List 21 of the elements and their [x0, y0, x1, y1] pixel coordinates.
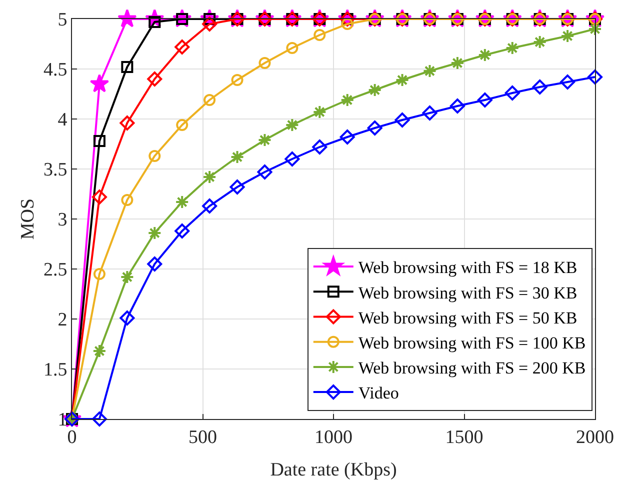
- legend-label: Web browsing with FS = 30 KB: [358, 283, 578, 302]
- y-tick-label: 4.5: [43, 60, 68, 81]
- y-tick-label: 1.5: [43, 360, 68, 381]
- x-axis-title: Date rate (Kbps): [270, 460, 397, 481]
- legend-label: Video: [358, 384, 399, 403]
- x-tick-label: 1500: [445, 426, 484, 448]
- y-tick-label: 2.5: [43, 260, 68, 281]
- legend-label: Web browsing with FS = 18 KB: [358, 258, 578, 278]
- y-tick-label: 2: [58, 310, 68, 331]
- y-tick-label: 5: [58, 10, 68, 31]
- x-tick-label: 500: [188, 426, 217, 448]
- x-tick-label: 0: [67, 426, 77, 448]
- legend-label: Web browsing with FS = 200 KB: [358, 358, 586, 378]
- legend-label: Web browsing with FS = 50 KB: [358, 308, 578, 328]
- y-tick-label: 3: [58, 210, 68, 231]
- y-axis-title: MOS: [17, 198, 38, 240]
- y-tick-label: 3.5: [43, 160, 68, 181]
- x-tick-label: 2000: [576, 426, 614, 448]
- x-tick-label: 1000: [314, 426, 352, 448]
- legend-label: Web browsing with FS = 100 KB: [358, 333, 586, 352]
- y-tick-label: 4: [58, 110, 68, 131]
